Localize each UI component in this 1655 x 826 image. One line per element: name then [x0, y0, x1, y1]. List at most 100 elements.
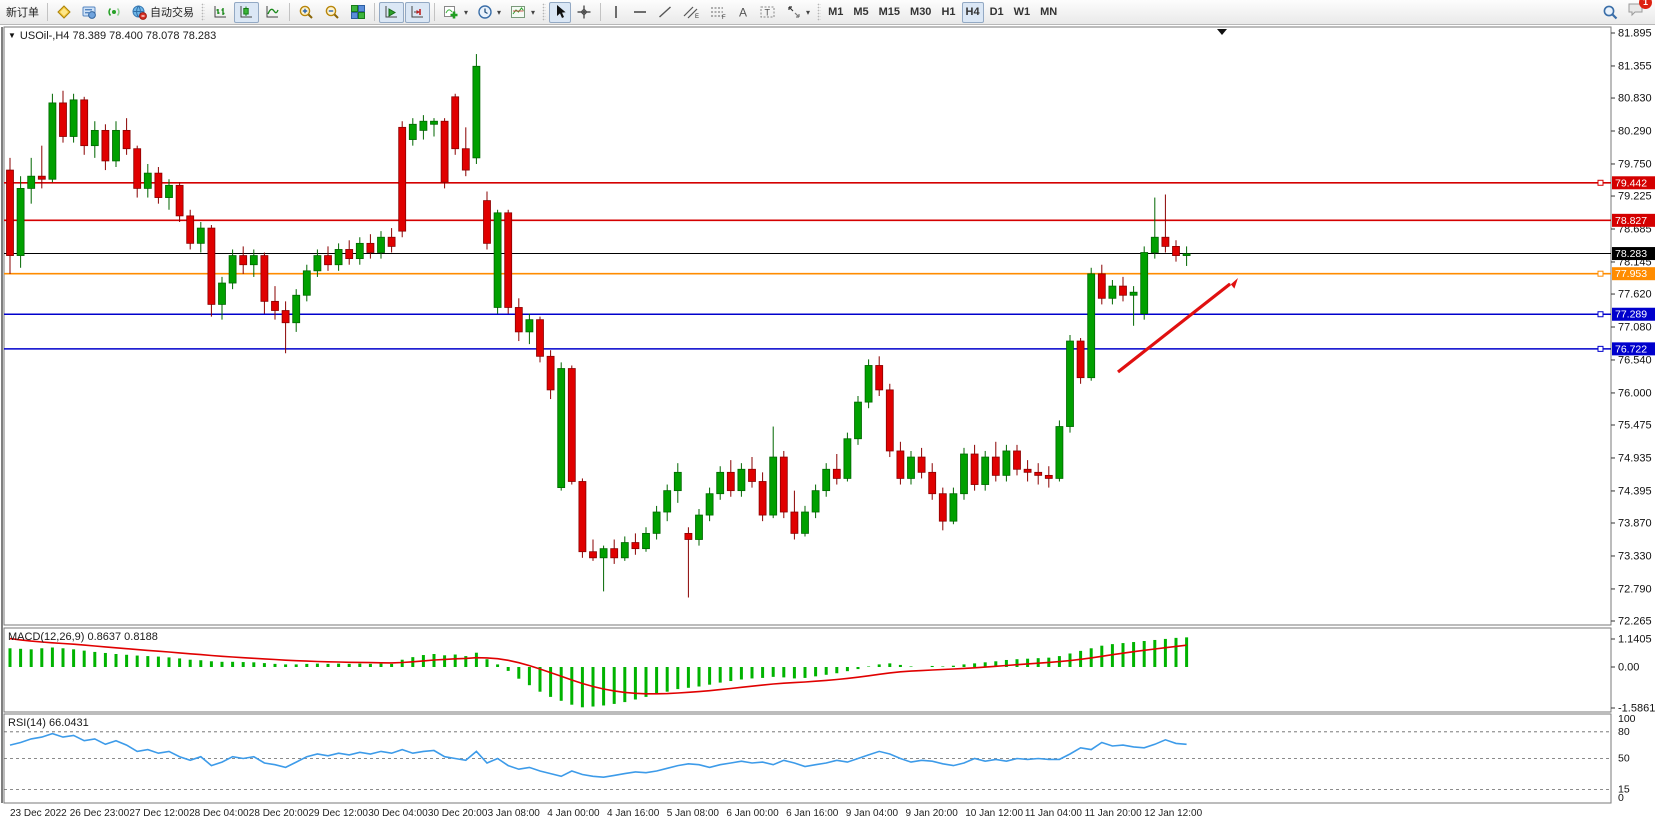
candle-body	[1161, 236, 1170, 247]
candlestick-chart-button[interactable]	[234, 1, 259, 23]
chart-canvas[interactable]: 81.89581.35580.83080.29079.75079.22578.6…	[0, 26, 1655, 826]
market-watch-button[interactable]	[52, 2, 76, 23]
notifications-button[interactable]: 1	[1627, 0, 1652, 23]
candle-body	[271, 300, 279, 311]
timeframe-button-m5[interactable]: M5	[849, 2, 872, 23]
time-axis-label: 26 Dec 23:00	[70, 808, 130, 819]
signals-button[interactable]	[102, 2, 126, 23]
candle-body	[228, 255, 237, 284]
tile-windows-button[interactable]	[346, 2, 370, 23]
cursor-button[interactable]	[549, 1, 572, 23]
price-line-handle[interactable]	[1597, 345, 1604, 352]
timeframe-button-m1[interactable]: M1	[824, 2, 847, 23]
candle-body	[854, 401, 862, 440]
price-line-tag	[1612, 213, 1655, 227]
line-chart-icon	[266, 6, 279, 18]
search-icon[interactable]	[1602, 4, 1619, 21]
text-label-button[interactable]: T	[755, 2, 781, 23]
candle-body	[843, 438, 852, 479]
periods-button[interactable]: ▾	[473, 2, 505, 23]
top-marker-icon	[1217, 29, 1227, 35]
candle-body	[196, 227, 205, 244]
candle-body	[1034, 471, 1043, 476]
zoom-out-button[interactable]	[320, 2, 345, 23]
price-line-tag-text: 77.289	[1615, 309, 1647, 321]
candle-body	[122, 129, 131, 150]
bar-chart-button[interactable]	[208, 2, 233, 23]
trend-arrow-head[interactable]	[1224, 278, 1238, 291]
candle-body	[143, 172, 152, 189]
text-icon: A	[739, 6, 747, 20]
price-line-tag-text: 78.827	[1615, 215, 1647, 227]
candle-body	[355, 242, 364, 260]
timeframe-button-mn[interactable]: MN	[1036, 2, 1061, 23]
vertical-line-button[interactable]	[605, 2, 627, 23]
candle-body	[1076, 340, 1085, 379]
time-axis-label: 11 Jan 20:00	[1085, 808, 1143, 819]
chart-title[interactable]: ▼ USOil-,H4 78.389 78.400 78.078 78.283	[8, 30, 216, 42]
chart-title-dropdown-icon[interactable]: ▼	[8, 31, 16, 40]
svg-text:A: A	[739, 6, 747, 20]
arrows-tool-button[interactable]: ▾	[782, 2, 814, 23]
chart-title-text: USOil-,H4 78.389 78.400 78.078 78.283	[19, 30, 217, 42]
chart-shift-button[interactable]	[405, 1, 430, 23]
timeframe-button-m30[interactable]: M30	[906, 2, 935, 23]
timeframe-button-h4[interactable]: H4	[961, 1, 984, 23]
data-window-button[interactable]	[77, 2, 101, 23]
zoom-in-button[interactable]	[294, 2, 319, 23]
time-axis-label: 9 Jan 20:00	[906, 808, 959, 819]
rsi-indicator-label: RSI(14) 66.0431	[8, 717, 89, 729]
price-tick-label: 75.475	[1618, 420, 1652, 432]
fibonacci-button[interactable]: F	[705, 2, 731, 23]
candle-body	[59, 102, 67, 137]
candle-body	[493, 212, 502, 308]
auto-trading-button[interactable]: 自动交易	[127, 2, 198, 23]
price-line-handle[interactable]	[1597, 311, 1604, 318]
candle-body	[6, 169, 14, 256]
indicators-button[interactable]: ▾	[439, 2, 472, 23]
crosshair-button[interactable]	[572, 2, 596, 23]
price-line-handle[interactable]	[1597, 179, 1604, 186]
toolbar-separator	[374, 3, 375, 21]
text-button[interactable]: A	[732, 2, 754, 23]
trendline-button[interactable]	[653, 2, 677, 23]
candle-body	[483, 200, 491, 244]
notification-badge: 1	[1639, 0, 1652, 9]
timeframe-button-m15[interactable]: M15	[875, 2, 904, 23]
candle-body	[408, 123, 417, 140]
timeframe-button-d1[interactable]: D1	[986, 2, 1008, 23]
candle-body	[758, 481, 767, 516]
toolbar-right-group: 1	[1602, 0, 1653, 23]
main-pane	[3, 26, 1612, 626]
candlestick-chart-icon	[240, 6, 252, 18]
candle-body	[949, 493, 958, 522]
price-line-handle[interactable]	[1597, 270, 1604, 277]
indicators-caret-icon: ▾	[464, 7, 469, 17]
timeframe-button-h1[interactable]: H1	[937, 2, 959, 23]
candle-body	[165, 184, 173, 198]
candle-body	[1129, 291, 1138, 296]
candle-body	[536, 319, 544, 357]
line-chart-button[interactable]	[260, 2, 285, 23]
candle-body	[917, 456, 926, 473]
timeframe-button-w1[interactable]: W1	[1010, 2, 1035, 23]
candle-body	[461, 148, 470, 171]
periods-caret-icon: ▾	[497, 7, 502, 17]
new-order-button[interactable]: 新订单	[2, 2, 43, 23]
candle-body	[37, 175, 46, 180]
horizontal-line-button[interactable]	[628, 2, 652, 23]
candle-body	[801, 511, 809, 534]
auto-scroll-button[interactable]	[379, 1, 404, 23]
auto-trading-icon	[132, 5, 147, 20]
timeframe-label: H1	[941, 6, 956, 18]
data-window-icon	[82, 6, 96, 19]
candle-body	[186, 215, 195, 244]
price-line-tag-text: 77.953	[1615, 268, 1647, 280]
equidistant-channel-button[interactable]: E	[678, 2, 704, 23]
templates-button[interactable]: ▾	[506, 2, 539, 23]
zoom-out-icon	[325, 5, 339, 19]
candle-body	[875, 365, 884, 391]
candle-body	[16, 187, 25, 256]
trend-arrow[interactable]	[1117, 282, 1231, 374]
candle-body	[907, 456, 915, 479]
